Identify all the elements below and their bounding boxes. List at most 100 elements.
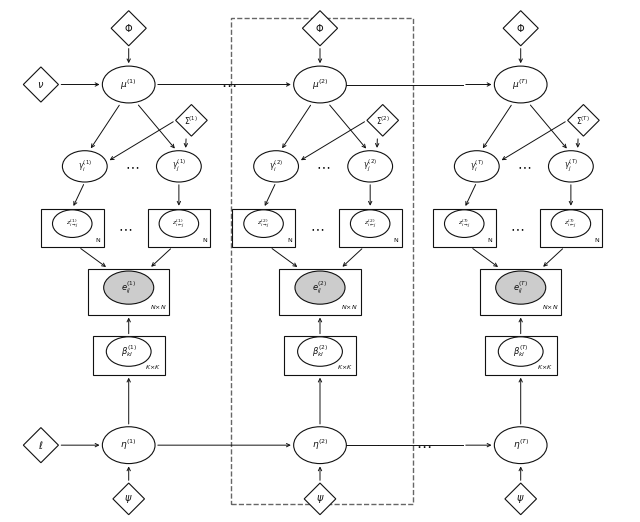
Text: $\eta^{(2)}$: $\eta^{(2)}$ <box>312 438 328 453</box>
Text: N: N <box>96 238 100 243</box>
Text: $\cdots$: $\cdots$ <box>310 221 324 235</box>
Text: $\nu$: $\nu$ <box>37 79 45 89</box>
Text: $\Sigma^{(1)}$: $\Sigma^{(1)}$ <box>184 114 198 126</box>
Ellipse shape <box>495 271 546 304</box>
Bar <box>232 209 295 247</box>
Text: $\Phi$: $\Phi$ <box>516 22 525 34</box>
Ellipse shape <box>104 271 154 304</box>
Text: $\cdots$: $\cdots$ <box>516 159 531 173</box>
Ellipse shape <box>499 337 543 366</box>
Ellipse shape <box>548 151 593 182</box>
Text: $\cdots$: $\cdots$ <box>511 221 525 235</box>
Text: N: N <box>202 238 207 243</box>
Ellipse shape <box>106 337 151 366</box>
Text: $\beta_{kl}^{(1)}$: $\beta_{kl}^{(1)}$ <box>121 344 137 359</box>
Text: $N\!\times\!N$: $N\!\times\!N$ <box>150 303 166 311</box>
Text: $\cdots$: $\cdots$ <box>416 437 431 453</box>
Text: N: N <box>394 238 398 243</box>
Ellipse shape <box>454 151 499 182</box>
Ellipse shape <box>294 66 346 103</box>
Polygon shape <box>23 428 58 462</box>
Ellipse shape <box>102 427 155 464</box>
Text: $K\!\times\!K$: $K\!\times\!K$ <box>145 363 162 371</box>
Ellipse shape <box>494 427 547 464</box>
Text: $\cdots$: $\cdots$ <box>221 77 237 92</box>
Ellipse shape <box>244 210 284 238</box>
Text: $z_{i\to j}^{(T)}$: $z_{i\to j}^{(T)}$ <box>458 217 471 230</box>
Polygon shape <box>367 104 399 136</box>
Ellipse shape <box>348 151 392 182</box>
Bar <box>41 209 104 247</box>
Bar <box>339 209 401 247</box>
Text: $\psi$: $\psi$ <box>316 493 324 505</box>
Polygon shape <box>175 104 207 136</box>
Text: $\Sigma^{(2)}$: $\Sigma^{(2)}$ <box>376 114 390 126</box>
Ellipse shape <box>159 210 198 238</box>
Text: $z_{i\to j}^{(1)}$: $z_{i\to j}^{(1)}$ <box>66 217 79 230</box>
Text: N: N <box>595 238 599 243</box>
Text: $\Phi$: $\Phi$ <box>316 22 324 34</box>
Text: N: N <box>488 238 493 243</box>
Ellipse shape <box>294 427 346 464</box>
Text: $\gamma_j^{(2)}$: $\gamma_j^{(2)}$ <box>363 158 377 174</box>
Text: $z_{i\leftarrow j}^{(1)}$: $z_{i\leftarrow j}^{(1)}$ <box>172 217 186 230</box>
Text: $\gamma_j^{(1)}$: $\gamma_j^{(1)}$ <box>172 158 186 174</box>
Bar <box>484 337 557 375</box>
Text: $\gamma_i^{(1)}$: $\gamma_i^{(1)}$ <box>78 159 92 174</box>
Text: $\Sigma^{(T)}$: $\Sigma^{(T)}$ <box>577 114 590 126</box>
Bar <box>93 337 164 375</box>
Text: $e_{ij}^{(1)}$: $e_{ij}^{(1)}$ <box>121 279 136 295</box>
Polygon shape <box>303 10 337 46</box>
Text: $\mu^{(1)}$: $\mu^{(1)}$ <box>120 77 137 92</box>
Text: $K\!\times\!K$: $K\!\times\!K$ <box>337 363 353 371</box>
Bar <box>540 209 602 247</box>
Text: $N\!\times\!N$: $N\!\times\!N$ <box>541 303 558 311</box>
Text: $z_{i\to j}^{(2)}$: $z_{i\to j}^{(2)}$ <box>257 217 270 230</box>
Ellipse shape <box>102 66 155 103</box>
Text: $\gamma_i^{(2)}$: $\gamma_i^{(2)}$ <box>269 159 283 174</box>
Polygon shape <box>111 10 147 46</box>
Text: $\mu^{(T)}$: $\mu^{(T)}$ <box>513 77 529 92</box>
Text: $\gamma_i^{(T)}$: $\gamma_i^{(T)}$ <box>470 159 484 174</box>
Bar <box>433 209 495 247</box>
Ellipse shape <box>494 66 547 103</box>
Ellipse shape <box>253 151 298 182</box>
Text: $\psi$: $\psi$ <box>516 493 525 505</box>
Text: $\eta^{(1)}$: $\eta^{(1)}$ <box>120 438 137 453</box>
Text: $\gamma_j^{(T)}$: $\gamma_j^{(T)}$ <box>564 158 578 174</box>
Text: $z_{i\leftarrow j}^{(2)}$: $z_{i\leftarrow j}^{(2)}$ <box>364 217 377 230</box>
Text: $\beta_{kl}^{(2)}$: $\beta_{kl}^{(2)}$ <box>312 344 328 359</box>
Bar <box>480 269 561 315</box>
Text: $\beta_{kl}^{(T)}$: $\beta_{kl}^{(T)}$ <box>513 344 529 359</box>
Text: N: N <box>287 238 292 243</box>
Polygon shape <box>568 104 599 136</box>
Text: $\mu^{(2)}$: $\mu^{(2)}$ <box>312 77 328 92</box>
Text: $e_{ij}^{(T)}$: $e_{ij}^{(T)}$ <box>513 279 529 295</box>
Bar <box>284 337 356 375</box>
Polygon shape <box>23 67 58 102</box>
Ellipse shape <box>551 210 591 238</box>
Text: $\cdots$: $\cdots$ <box>118 221 132 235</box>
Bar <box>148 209 211 247</box>
Text: $\cdots$: $\cdots$ <box>316 159 330 173</box>
Polygon shape <box>503 10 538 46</box>
Text: $\psi$: $\psi$ <box>124 493 133 505</box>
Text: $K\!\times\!K$: $K\!\times\!K$ <box>538 363 554 371</box>
Ellipse shape <box>295 271 345 304</box>
Polygon shape <box>113 483 145 515</box>
Text: $z_{i\leftarrow j}^{(T)}$: $z_{i\leftarrow j}^{(T)}$ <box>564 217 577 230</box>
Polygon shape <box>304 483 336 515</box>
Ellipse shape <box>52 210 92 238</box>
Ellipse shape <box>445 210 484 238</box>
Ellipse shape <box>298 337 342 366</box>
Text: $\Phi$: $\Phi$ <box>124 22 133 34</box>
Text: $e_{ij}^{(2)}$: $e_{ij}^{(2)}$ <box>312 279 328 295</box>
Ellipse shape <box>63 151 107 182</box>
Text: $\cdots$: $\cdots$ <box>125 159 139 173</box>
Ellipse shape <box>157 151 201 182</box>
Bar <box>279 269 361 315</box>
Text: $\ell$: $\ell$ <box>38 439 44 451</box>
Polygon shape <box>505 483 536 515</box>
Text: $N\!\times\!N$: $N\!\times\!N$ <box>340 303 358 311</box>
Bar <box>231 18 413 504</box>
